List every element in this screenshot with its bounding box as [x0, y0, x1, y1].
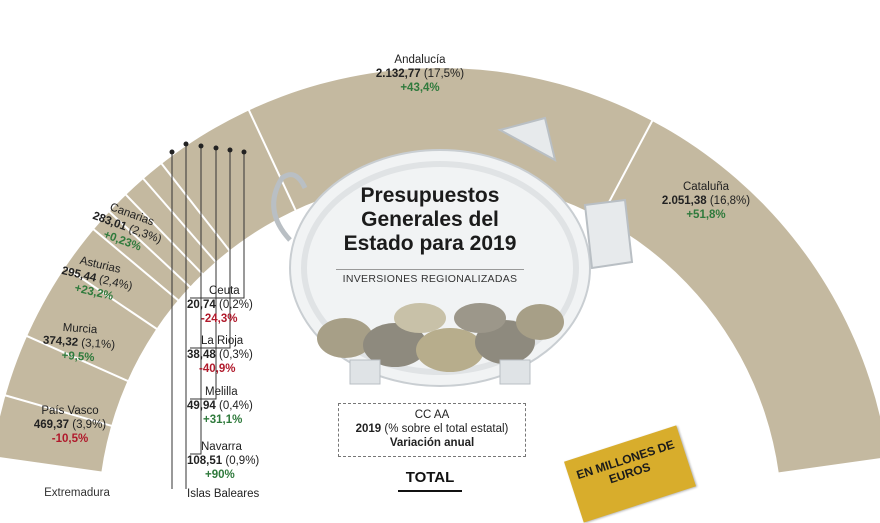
legend-box: CC AA 2019 (% sobre el total estatal) Va…: [338, 403, 526, 457]
label-extremadura-partial: Extremadura: [44, 487, 110, 499]
ring-divider: [141, 176, 218, 265]
leader-dot: [169, 149, 175, 155]
ring-divider: [24, 334, 130, 383]
label-murcia: Murcia 374,32 (3,1%) +9,5%: [42, 321, 116, 365]
leader-dot: [198, 143, 204, 149]
leader-lines: [169, 141, 247, 489]
chart-title: Presupuestos Generales del Estado para 2…: [343, 184, 517, 255]
label-la-rioja: La Rioja 38,48 (0,3%) -40,9%: [187, 335, 253, 375]
ring-divider: [123, 192, 205, 277]
total-label: TOTAL: [405, 469, 455, 486]
leader-line: [190, 150, 231, 349]
ring-dividers: [0, 108, 655, 474]
legend-line-variation: Variación anual: [389, 437, 475, 449]
leader-line: [190, 152, 245, 299]
piggy-bank-illustration: [271, 116, 634, 387]
label-melilla: Melilla 49,94 (0,4%) +31,1%: [187, 386, 253, 426]
leader-dot: [241, 149, 247, 155]
ring-band: [0, 68, 880, 473]
ring-divider: [107, 209, 193, 289]
chart-subtitle: INVERSIONES REGIONALIZADAS: [342, 273, 518, 285]
label-andalucia: Andalucía 2.132,77 (17,5%) +43,4%: [375, 54, 465, 94]
ring-divider: [91, 227, 181, 303]
label-cataluna: Cataluña 2.051,38 (16,8%) +51,8%: [661, 181, 751, 221]
total-underline: [398, 490, 462, 492]
ring-divider: [3, 393, 114, 428]
label-islas-baleares: Islas Baleares: [187, 488, 260, 500]
legend-line-year: 2019 (% sobre el total estatal): [355, 423, 509, 435]
ring-divider: [247, 108, 298, 213]
ring-chart: [0, 68, 880, 489]
label-pais-vasco: País Vasco 469,37 (3,9%) -10,5%: [33, 405, 107, 445]
ring-divider: [63, 265, 159, 331]
coins-icon: [317, 303, 564, 372]
ring-segments: [0, 68, 880, 473]
leader-dot: [183, 141, 189, 147]
leader-line: [190, 146, 202, 455]
label-navarra: Navarra 108,51 (0,9%) +90%: [187, 441, 260, 481]
subtitle-divider: [336, 269, 524, 270]
legend-line-region: CC AA: [414, 409, 450, 421]
leader-dot: [213, 145, 219, 151]
label-ceuta: Ceuta 20,74 (0,2%) -24,3%: [187, 285, 253, 325]
leader-line: [190, 148, 217, 400]
leader-dot: [227, 147, 233, 153]
ring-divider: [0, 457, 104, 474]
